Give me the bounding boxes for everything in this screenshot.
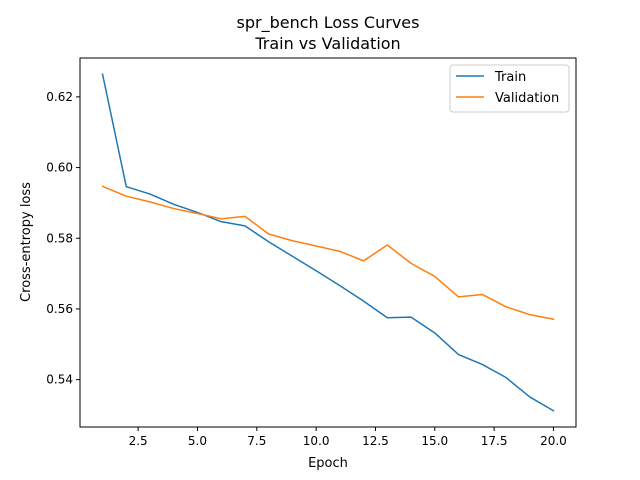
y-axis-label: Cross-entropy loss (19, 182, 34, 302)
x-tick-label: 2.5 (129, 434, 148, 448)
chart-subtitle: Train vs Validation (254, 34, 400, 53)
x-axis-label: Epoch (308, 456, 348, 471)
legend-label-train: Train (494, 70, 526, 85)
legend-label-validation: Validation (495, 91, 559, 106)
plot-frame (79, 57, 577, 428)
axis-ticks: 2.5 5.0 7.5 10.0 12.5 15.0 17.5 20.0 0.54 0.56 0.5… (46, 90, 567, 448)
x-tick-label: 12.5 (362, 434, 389, 448)
y-tick-label: 0.56 (46, 302, 73, 316)
series-lines (101, 73, 555, 412)
series-line-train (101, 73, 555, 412)
x-tick-label: 17.5 (481, 434, 508, 448)
y-tick-label: 0.54 (46, 373, 73, 387)
chart-title: spr_bench Loss Curves (237, 13, 420, 33)
y-tick-label: 0.62 (46, 90, 73, 104)
x-tick-label: 7.5 (247, 434, 266, 448)
x-tick-label: 15.0 (421, 434, 448, 448)
x-tick-label: 20.0 (540, 434, 567, 448)
y-tick-label: 0.60 (46, 161, 73, 175)
legend: Train Validation (449, 64, 570, 113)
x-tick-label: 10.0 (303, 434, 330, 448)
x-tick-label: 5.0 (188, 434, 207, 448)
series-line-validation (101, 185, 555, 321)
y-tick-label: 0.58 (46, 231, 73, 245)
